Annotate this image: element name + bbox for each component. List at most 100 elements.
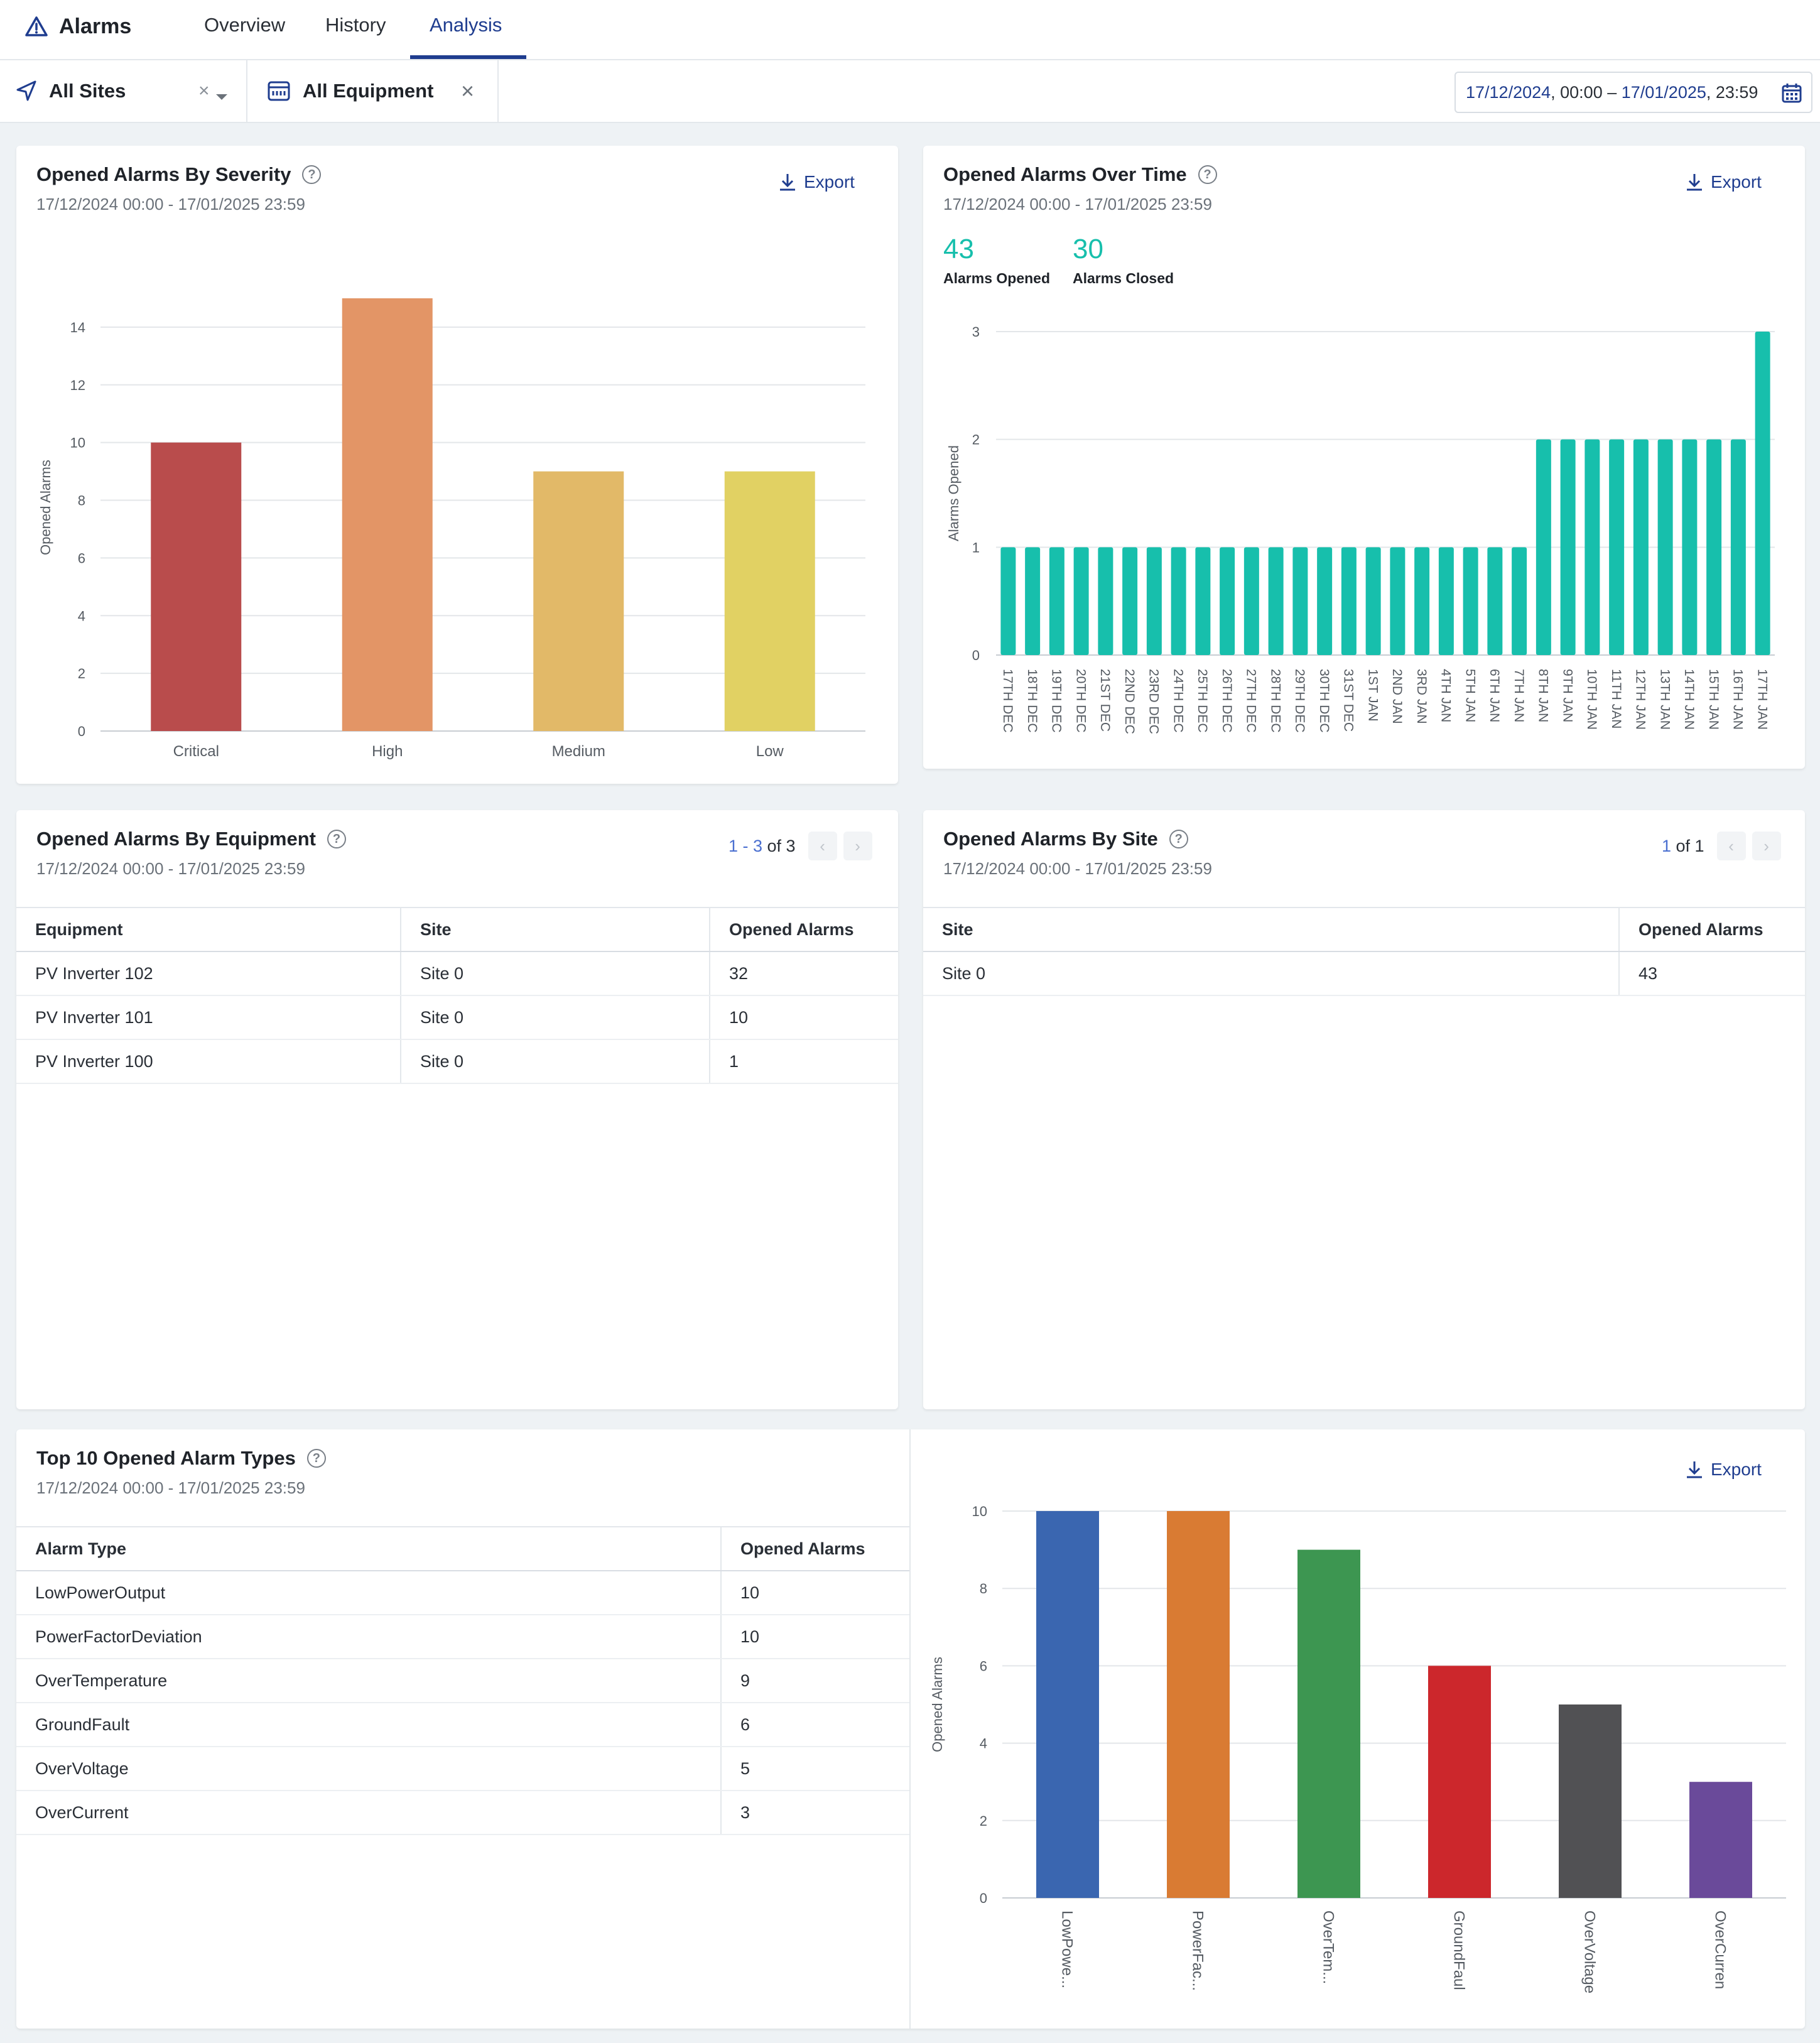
x-tick-label: 10TH JAN: [1584, 669, 1599, 730]
x-tick-label: 14TH JAN: [1682, 669, 1696, 730]
prev-page-button[interactable]: ‹: [808, 832, 837, 860]
bar: [1025, 547, 1041, 655]
table-cell: 3: [720, 1791, 909, 1835]
export-button[interactable]: Export: [1686, 1460, 1762, 1480]
bar: [1414, 547, 1430, 655]
column-header[interactable]: Equipment: [16, 907, 401, 952]
next-page-button[interactable]: ›: [843, 832, 872, 860]
y-tick-label: 3: [972, 324, 980, 340]
column-header[interactable]: Opened Alarms: [709, 907, 898, 952]
x-tick-label: 25TH DEC: [1195, 669, 1210, 733]
card-title: Opened Alarms Over Time: [943, 163, 1187, 185]
x-tick-label: 8TH JAN: [1536, 669, 1551, 722]
bar: [1438, 547, 1454, 655]
prev-page-button[interactable]: ‹: [1716, 832, 1746, 860]
pager-total: of 1: [1671, 836, 1704, 855]
x-tick-label: Medium: [552, 743, 605, 760]
y-tick-label: 0: [980, 1890, 987, 1906]
column-header[interactable]: Opened Alarms: [720, 1526, 909, 1571]
next-page-button[interactable]: ›: [1752, 832, 1781, 860]
clear-equipment-icon[interactable]: ×: [461, 78, 475, 104]
tab-analysis[interactable]: Analysis: [430, 14, 502, 36]
column-header[interactable]: Alarm Type: [16, 1526, 721, 1571]
clear-sites-icon[interactable]: ×: [198, 80, 210, 101]
y-tick-label: 6: [78, 550, 85, 566]
tab-history[interactable]: History: [325, 14, 386, 36]
table-row[interactable]: Site 0 43: [923, 951, 1805, 996]
bar: [1317, 547, 1333, 655]
help-icon[interactable]: ?: [327, 830, 346, 848]
bar: [1268, 547, 1284, 655]
equipment-icon: [268, 81, 290, 101]
site-card-header: Opened Alarms By Site ?: [943, 828, 1188, 850]
x-tick-label: 7TH JAN: [1512, 669, 1526, 722]
y-tick-label: 0: [78, 723, 85, 739]
bar: [1195, 547, 1211, 655]
table-row[interactable]: PowerFactorDeviation 10: [16, 1615, 909, 1659]
help-icon[interactable]: ?: [302, 165, 322, 184]
bar: [1122, 547, 1138, 655]
x-tick-label: PowerFac...: [1189, 1910, 1206, 1991]
column-header[interactable]: Site: [400, 907, 710, 952]
x-tick-label: 21ST DEC: [1098, 669, 1112, 732]
table-cell: PowerFactorDeviation: [16, 1615, 721, 1659]
y-axis-label: Opened Alarms: [38, 460, 53, 555]
y-tick-label: 1: [972, 539, 980, 555]
sites-filter[interactable]: All Sites ×: [14, 60, 246, 122]
table-row[interactable]: OverVoltage 5: [16, 1747, 909, 1791]
table-cell: 43: [1618, 951, 1805, 996]
bar: [1341, 547, 1357, 655]
pager-range: 1: [1662, 836, 1672, 855]
help-icon[interactable]: ?: [306, 1449, 326, 1468]
bar: [1689, 1782, 1752, 1898]
table-cell: PV Inverter 102: [16, 951, 401, 996]
x-tick-label: OverTem...: [1320, 1910, 1337, 1984]
help-icon[interactable]: ?: [1169, 830, 1188, 848]
card-period: 17/12/2024 00:00 - 17/01/2025 23:59: [36, 195, 305, 214]
x-tick-label: High: [372, 743, 403, 760]
bar: [1428, 1666, 1491, 1898]
date-from: 17/12/2024: [1466, 82, 1551, 102]
tab-overview[interactable]: Overview: [204, 14, 286, 36]
chevron-down-icon[interactable]: [215, 84, 229, 107]
export-button[interactable]: Export: [1686, 172, 1762, 192]
bar: [1390, 547, 1406, 655]
bar: [1512, 547, 1527, 655]
bar: [1584, 439, 1600, 655]
download-icon: [1687, 1461, 1702, 1478]
bar: [342, 298, 433, 731]
table-row[interactable]: OverCurrent 3: [16, 1791, 909, 1835]
app-title: Alarms: [59, 14, 132, 38]
warning-triangle-icon: [25, 16, 48, 36]
column-header[interactable]: Site: [923, 907, 1619, 952]
table-row[interactable]: LowPowerOutput 10: [16, 1571, 909, 1615]
y-tick-label: 4: [980, 1736, 987, 1752]
over-time-chart: 0 1 2 3 Alarms Opened 17TH DEC 18TH DEC 19TH DE…: [946, 324, 1775, 734]
table-row[interactable]: PV Inverter 102 Site 0 32: [16, 951, 898, 996]
table-row[interactable]: PV Inverter 101 Site 0 10: [16, 995, 898, 1040]
y-tick-label: 8: [980, 1581, 987, 1596]
x-tick-label: 26TH DEC: [1220, 669, 1234, 733]
table-cell: Site 0: [400, 995, 710, 1040]
bar: [1146, 547, 1162, 655]
table-row[interactable]: OverTemperature 9: [16, 1659, 909, 1703]
x-tick-label: 4TH JAN: [1439, 669, 1453, 722]
equipment-filter[interactable]: All Equipment ×: [266, 60, 496, 122]
table-cell: PV Inverter 101: [16, 995, 401, 1040]
over-time-card-header: Opened Alarms Over Time ?: [943, 163, 1217, 186]
x-tick-label: 9TH JAN: [1560, 669, 1574, 722]
date-range-picker[interactable]: 17/12/2024 , 00:00 – 17/01/2025 , 23:59: [1454, 72, 1812, 113]
calendar-icon[interactable]: [1781, 82, 1802, 104]
equipment-table: Equipment Site Opened Alarms PV Inverter…: [16, 907, 898, 1084]
table-cell: 1: [709, 1039, 898, 1084]
column-header[interactable]: Opened Alarms: [1618, 907, 1805, 952]
pagination: 1 of 1 ‹ ›: [1662, 832, 1781, 860]
table-row[interactable]: PV Inverter 100 Site 0 1: [16, 1039, 898, 1084]
table-cell: 10: [720, 1615, 909, 1659]
export-button[interactable]: Export: [779, 172, 855, 192]
table-row[interactable]: GroundFault 6: [16, 1703, 909, 1747]
bar: [151, 442, 242, 731]
y-tick-label: 2: [78, 666, 85, 681]
help-icon[interactable]: ?: [1198, 165, 1217, 184]
y-tick-label: 10: [70, 435, 85, 451]
